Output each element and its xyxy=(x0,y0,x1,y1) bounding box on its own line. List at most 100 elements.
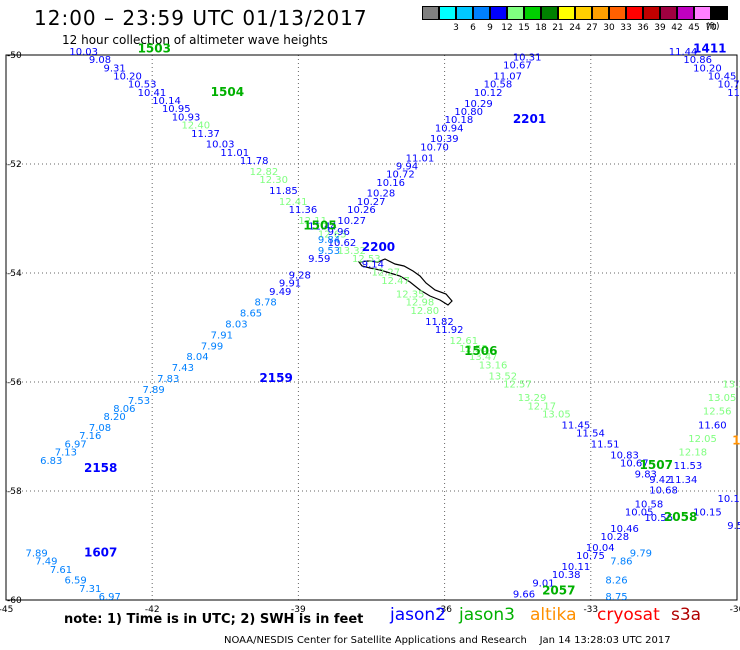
wave-height-label: 10.31 xyxy=(513,52,542,63)
wave-height-label: 10.53 xyxy=(128,80,157,91)
wave-height-label: 10.83 xyxy=(610,450,639,461)
pass-time-label: 1503 xyxy=(138,41,171,55)
wave-height-label: 9.66 xyxy=(513,589,535,600)
wave-height-label: 12.30 xyxy=(259,175,288,186)
wave-height-label: 11.54 xyxy=(576,429,605,440)
wave-height-label: 9.01 xyxy=(532,578,554,589)
wave-height-label: 10.18 xyxy=(445,115,474,126)
wave-height-label: 8.06 xyxy=(113,404,135,415)
wave-height-label: 11.60 xyxy=(698,420,727,431)
pass-time-label: 2201 xyxy=(513,112,546,126)
wave-height-label: 13.33 xyxy=(722,379,740,390)
scale-label: 21 xyxy=(552,23,564,33)
scale-swatch xyxy=(422,6,439,20)
wave-height-label: 10.86 xyxy=(683,55,712,66)
wave-height-label: 8.20 xyxy=(103,412,125,423)
wave-height-label: 11.37 xyxy=(191,129,220,140)
pass-time-label: 2158 xyxy=(84,461,117,475)
wave-height-label: 10.03 xyxy=(206,140,235,151)
wave-height-label: 9.14 xyxy=(362,260,384,271)
x-tick-label: -45 xyxy=(0,605,13,615)
wave-height-label: 8.65 xyxy=(240,309,262,320)
wave-height-label: 12.17 xyxy=(527,401,556,412)
wave-height-label: 10.72 xyxy=(386,170,415,181)
wave-height-label: 10.17 xyxy=(718,494,740,505)
pass-time-label: 1607 xyxy=(84,545,117,559)
wave-height-label: 11.32 xyxy=(727,88,740,99)
wave-height-label: 9.83 xyxy=(635,469,657,480)
wave-height-label: 10.16 xyxy=(376,178,405,189)
wave-height-label: 12.11 xyxy=(298,216,327,227)
wave-height-label: 12.63 xyxy=(318,230,347,241)
scale-label: 24 xyxy=(569,23,581,33)
scale-label: 70 xyxy=(705,23,717,33)
wave-height-label: 9.28 xyxy=(289,270,311,281)
wave-height-label: 8.75 xyxy=(605,592,627,603)
wave-height-label: 7.53 xyxy=(128,396,150,407)
map-frame xyxy=(5,54,738,601)
wave-height-label: 7.86 xyxy=(610,557,632,568)
wave-height-label: 7.31 xyxy=(79,584,101,595)
wave-height-label: 9.94 xyxy=(396,161,418,172)
wave-height-label: 12.57 xyxy=(503,379,532,390)
wave-height-label: 12.53 xyxy=(352,254,381,265)
wave-height-label: 10.29 xyxy=(464,99,493,110)
wave-height-label: 12.40 xyxy=(181,121,210,132)
wave-height-label: 10.28 xyxy=(601,532,630,543)
map-grid xyxy=(6,55,737,600)
wave-height-label: 10.58 xyxy=(484,80,513,91)
scale-label: 36 xyxy=(637,23,649,33)
scale-swatch xyxy=(524,6,541,20)
pass-time-label: 2159 xyxy=(259,371,292,385)
wave-height-label: 11.44 xyxy=(669,47,698,58)
wave-height-label: 8.03 xyxy=(225,320,247,331)
wave-height-label: 11.78 xyxy=(240,156,269,167)
wave-height-label: 11.92 xyxy=(435,325,464,336)
scale-label: 15 xyxy=(518,23,530,33)
scale-label: 27 xyxy=(586,23,598,33)
wave-height-label: 10.05 xyxy=(625,508,654,519)
wave-height-label: 9.08 xyxy=(89,55,111,66)
wave-height-labels: 10.039.089.3110.2010.5310.4110.1410.9510… xyxy=(25,47,740,603)
wave-height-label: 7.89 xyxy=(25,548,47,559)
satellite-cryosat: cryosat xyxy=(597,605,660,625)
wave-height-label: 10.38 xyxy=(552,570,581,581)
wave-height-label: 12.05 xyxy=(688,434,717,445)
wave-height-label: 11.01 xyxy=(220,148,249,159)
wave-height-label: 10.93 xyxy=(172,112,201,123)
y-tick-label: -56 xyxy=(7,378,22,388)
wave-height-label: 12.41 xyxy=(279,197,308,208)
wave-height-label: 7.91 xyxy=(211,330,233,341)
wave-height-label: 10.20 xyxy=(693,63,722,74)
wave-height-label: 11.01 xyxy=(406,153,435,164)
wave-height-label: 10.80 xyxy=(454,107,483,118)
y-tick-label: -60 xyxy=(7,596,22,606)
wave-height-label: 13.52 xyxy=(488,371,517,382)
wave-height-label: 12.35 xyxy=(396,290,425,301)
wave-height-label: 10.79 xyxy=(718,80,740,91)
satellite-jason3: jason3 xyxy=(459,605,515,625)
wave-height-label: 9.49 xyxy=(269,287,291,298)
footer-note: note: 1) Time is in UTC; 2) SWH is in fe… xyxy=(64,612,364,627)
wave-height-label: 11.45 xyxy=(562,420,591,431)
wave-height-label: 12.61 xyxy=(449,336,478,347)
scale-swatch xyxy=(711,6,728,20)
y-tick-label: -52 xyxy=(7,160,22,170)
wave-height-label: 9.59 xyxy=(308,254,330,265)
wave-height-label: 8.26 xyxy=(605,576,627,587)
scale-swatch xyxy=(694,6,711,20)
scale-label: 39 xyxy=(654,23,666,33)
scale-swatch xyxy=(473,6,490,20)
wave-height-label: 8.78 xyxy=(255,298,277,309)
wave-height-label: 7.83 xyxy=(157,374,179,385)
pass-time-label: 2057 xyxy=(542,584,575,598)
scale-swatch xyxy=(490,6,507,20)
wave-height-label: 10.45 xyxy=(708,72,737,83)
wave-height-label: 11.53 xyxy=(674,461,703,472)
wave-height-label: 10.39 xyxy=(430,134,459,145)
y-tick-label: -54 xyxy=(7,269,22,279)
wave-height-label: 11.44 xyxy=(308,221,337,232)
wave-height-label: 13.47 xyxy=(469,352,498,363)
wave-height-label: 6.97 xyxy=(64,439,86,450)
